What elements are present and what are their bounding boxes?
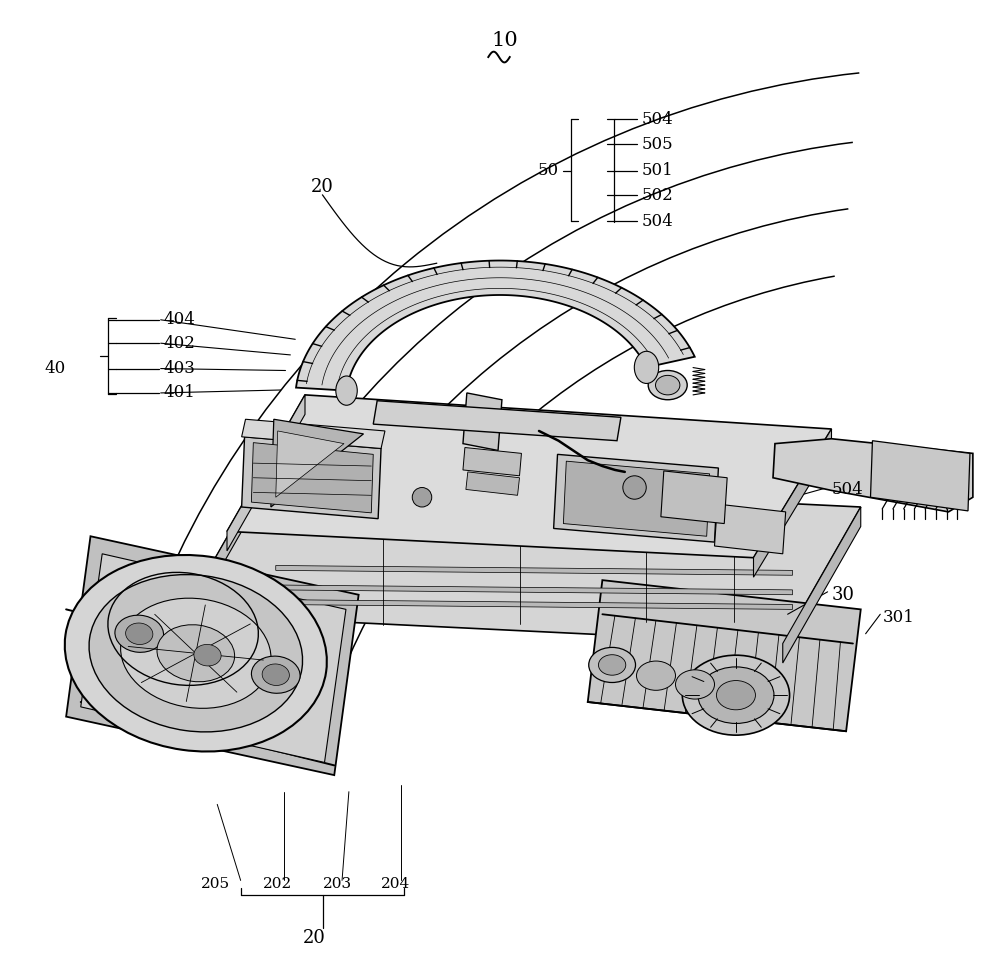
Polygon shape xyxy=(81,554,346,762)
Polygon shape xyxy=(661,471,727,524)
Circle shape xyxy=(623,476,646,499)
Ellipse shape xyxy=(115,615,164,652)
Ellipse shape xyxy=(598,655,626,675)
Polygon shape xyxy=(242,437,381,519)
Polygon shape xyxy=(242,419,385,448)
Polygon shape xyxy=(588,580,861,731)
Text: 10: 10 xyxy=(492,31,518,51)
Ellipse shape xyxy=(121,599,271,708)
Polygon shape xyxy=(773,439,973,512)
Text: 204: 204 xyxy=(381,878,410,891)
Polygon shape xyxy=(227,395,832,558)
Polygon shape xyxy=(276,431,344,497)
Text: 403: 403 xyxy=(164,360,196,377)
Ellipse shape xyxy=(262,664,289,685)
Polygon shape xyxy=(183,478,861,644)
Polygon shape xyxy=(251,443,373,513)
Ellipse shape xyxy=(716,681,755,710)
Polygon shape xyxy=(466,472,520,495)
Ellipse shape xyxy=(698,667,774,723)
Ellipse shape xyxy=(183,637,232,674)
Ellipse shape xyxy=(336,376,357,406)
Text: 30: 30 xyxy=(832,586,854,604)
Text: 505: 505 xyxy=(641,136,673,153)
Ellipse shape xyxy=(251,656,300,693)
Ellipse shape xyxy=(589,647,636,682)
Text: 301: 301 xyxy=(883,608,915,626)
Polygon shape xyxy=(227,395,305,551)
Text: 401: 401 xyxy=(164,384,196,402)
Polygon shape xyxy=(754,429,832,577)
Polygon shape xyxy=(463,393,502,450)
Text: 404: 404 xyxy=(164,311,196,329)
Ellipse shape xyxy=(637,661,676,690)
Text: 20: 20 xyxy=(303,929,326,947)
Text: 202: 202 xyxy=(263,878,292,891)
Ellipse shape xyxy=(682,655,790,735)
Polygon shape xyxy=(554,454,718,542)
Text: 40: 40 xyxy=(45,360,66,377)
Ellipse shape xyxy=(65,555,327,752)
Ellipse shape xyxy=(89,574,303,732)
Polygon shape xyxy=(783,507,861,663)
Ellipse shape xyxy=(634,351,659,383)
Text: 504: 504 xyxy=(641,213,673,230)
Text: 205: 205 xyxy=(201,878,230,891)
Polygon shape xyxy=(271,419,364,507)
Ellipse shape xyxy=(157,625,235,682)
Text: 50: 50 xyxy=(537,162,558,179)
Polygon shape xyxy=(296,260,695,391)
Polygon shape xyxy=(373,401,621,441)
Text: 203: 203 xyxy=(323,878,352,891)
Ellipse shape xyxy=(656,375,680,395)
Polygon shape xyxy=(276,566,792,575)
Text: 502: 502 xyxy=(641,186,673,204)
Polygon shape xyxy=(276,600,792,609)
Text: 504: 504 xyxy=(832,481,863,498)
Ellipse shape xyxy=(194,644,221,666)
Polygon shape xyxy=(463,448,521,476)
Ellipse shape xyxy=(126,623,153,644)
Polygon shape xyxy=(714,504,786,554)
Polygon shape xyxy=(66,536,359,775)
Text: 501: 501 xyxy=(641,162,673,179)
Polygon shape xyxy=(276,585,792,595)
Polygon shape xyxy=(563,461,710,536)
Text: 20: 20 xyxy=(311,178,334,196)
Text: 504: 504 xyxy=(641,111,673,129)
Ellipse shape xyxy=(648,370,687,400)
Ellipse shape xyxy=(676,670,714,699)
Polygon shape xyxy=(870,441,970,511)
Polygon shape xyxy=(183,478,261,634)
Text: 402: 402 xyxy=(164,334,196,352)
Circle shape xyxy=(412,488,432,507)
